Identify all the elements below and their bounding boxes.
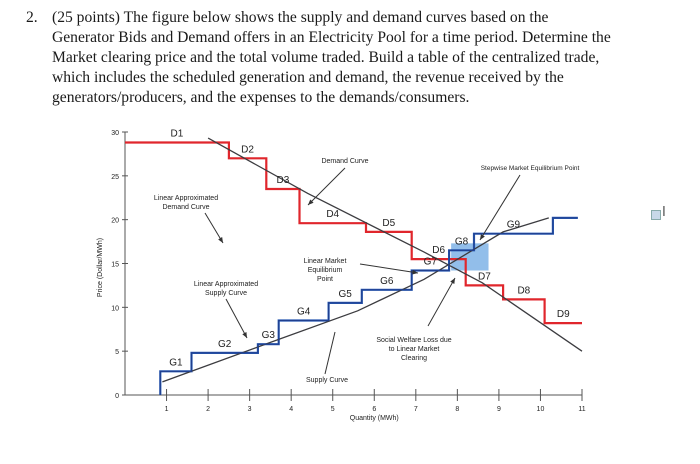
question-line: (25 points) The figure below shows the s… [52,9,549,26]
supply-step-curve [159,216,578,395]
x-tick-label: 8 [455,406,459,413]
step-label-d6: D6 [432,245,445,256]
question-number: 2. [26,9,38,26]
demand-step-curve [125,141,582,325]
x-tick-label: 6 [372,406,376,413]
annotation-linear-demand: Linear Approximated Demand Curve [154,195,218,211]
step-label-g9: G9 [507,220,521,231]
y-tick-label: 0 [115,393,119,400]
step-label-g8: G8 [455,236,469,247]
x-tick-label: 4 [289,406,293,413]
x-tick-label: 3 [248,406,252,413]
step-label-d4: D4 [326,209,339,220]
annotation-stepwise-equilibrium-arrow [479,174,521,241]
x-tick-label: 1 [165,406,169,413]
annotation-welfare-loss-arrow-head [450,278,455,284]
annotation-linear-supply: Linear Approximated Supply Curve [194,281,258,297]
question-text: 2. (25 points) The figure below shows th… [26,8,676,108]
question-line: generators/producers, and the expenses t… [52,89,470,106]
annotation-demand-curve-arrow [307,167,346,206]
annotation-demand-curve: Demand Curve [321,158,368,165]
question-body: (25 points) The figure below shows the s… [52,8,676,108]
step-label-g4: G4 [297,306,311,317]
step-label-d2: D2 [241,144,254,155]
step-label-d1: D1 [171,129,184,140]
question-line: Market clearing price and the total volu… [52,49,600,66]
annotation-linear-equilibrium-arrow-head [412,269,418,275]
annotation-stepwise-equilibrium-arrow-head [480,234,485,240]
y-tick-label: 25 [111,174,119,181]
y-tick-label: 30 [111,130,119,137]
x-tick-label: 7 [414,406,418,413]
y-tick-label: 15 [111,262,119,269]
annotation-welfare-loss: Social Welfare Loss due to Linear Market C… [376,337,451,362]
step-label-d7: D7 [478,271,491,282]
text-cursor-icon: I [651,205,671,223]
x-tick-label: 5 [331,406,335,413]
annotation-stepwise-equilibrium: Stepwise Market Equilibrium Point [481,165,580,172]
annotation-supply-curve-line [324,331,336,375]
step-label-d5: D5 [382,218,395,229]
x-tick-label: 2 [206,406,210,413]
step-label-g1: G1 [169,357,183,368]
x-axis-label: Quantity (MWh) [350,415,399,422]
image-icon [651,210,661,220]
annotation-linear-equilibrium-arrow [359,263,419,274]
i-beam-icon: I [662,205,666,220]
question-line: which includes the scheduled generation … [52,69,564,86]
step-label-g2: G2 [218,339,232,350]
annotation-supply-curve: Supply Curve [306,377,348,384]
y-tick-label: 10 [111,305,119,312]
step-label-g6: G6 [380,276,394,287]
step-label-g7: G7 [424,257,438,268]
annotation-welfare-loss-arrow [427,277,456,327]
supply-demand-figure: 0 5 10 15 20 25 30 1 2 3 4 5 6 7 8 9 10 11 Quantity (MWh) P… [0,120,700,459]
annotation-linear-supply-arrow [225,298,248,339]
annotation-demand-curve-arrow-head [308,199,314,205]
linear-supply-curve [162,217,549,383]
question-line: Generator Bids and Demand offers in an E… [52,29,611,46]
x-tick-label: 10 [537,406,545,413]
supply-demand-chart: 0 5 10 15 20 25 30 1 2 3 4 5 6 7 8 9 10 11 Quantity (MWh) P… [97,129,586,422]
step-label-d8: D8 [517,285,530,296]
step-label-g3: G3 [262,330,276,341]
annotation-linear-supply-arrow-head [242,332,247,338]
step-label-d9: D9 [557,309,570,320]
linear-demand-curve [207,137,583,352]
welfare-loss-region [451,243,489,271]
annotation-linear-demand-arrow-head [218,237,223,243]
supply-step-curve-core [159,217,578,395]
step-label-g5: G5 [339,289,353,300]
step-label-d3: D3 [276,175,289,186]
annotation-linear-demand-arrow [204,212,224,244]
y-tick-label: 20 [111,218,119,225]
y-tick-label: 5 [115,349,119,356]
x-tick-label: 11 [578,406,585,413]
y-axis-label: Price (Dollar/MWh) [97,238,104,297]
annotation-linear-equilibrium: Linear Market Equilibrium Point [304,258,347,283]
x-tick-label: 9 [497,406,501,413]
